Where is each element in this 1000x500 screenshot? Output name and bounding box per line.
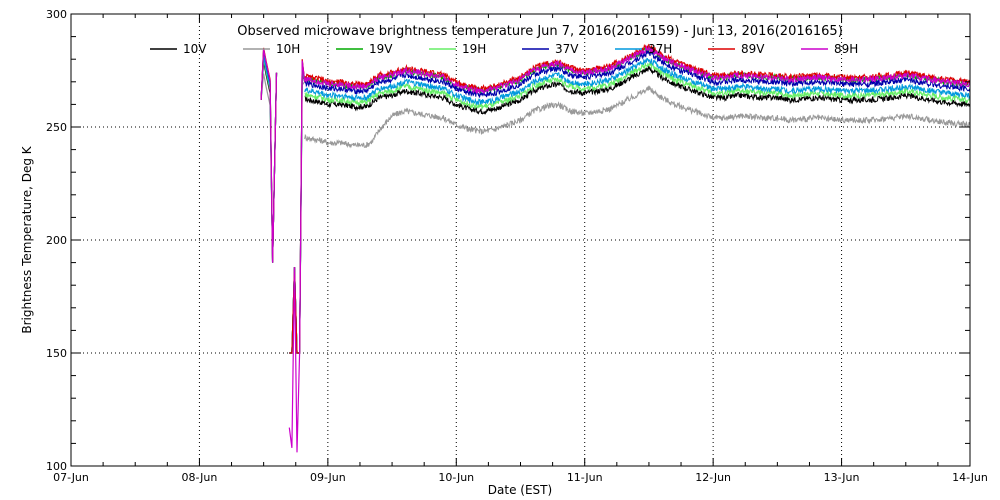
- y-tick-label: 200: [46, 234, 67, 247]
- series-37H-trace: [304, 58, 971, 106]
- x-tick-label: 08-Jun: [182, 471, 218, 484]
- series-89H-dropout-1: [260, 49, 278, 263]
- legend-label-89H: 89H: [834, 42, 858, 56]
- gridlines: [71, 14, 970, 466]
- y-tick-label: 100: [46, 460, 67, 473]
- series-89H-trace: [304, 45, 971, 95]
- series-89V-dropout-2: [289, 59, 306, 354]
- axis-ticks: 07-Jun 08-Jun 09-Jun 10-Jun 11-Jun 12-Jun 13-J…: [46, 8, 988, 484]
- legend-label-10V: 10V: [183, 42, 207, 56]
- legend-label-89V: 89V: [741, 42, 765, 56]
- series-89H: [260, 45, 971, 453]
- x-tick-label: 10-Jun: [438, 471, 474, 484]
- legend-label-19V: 19V: [369, 42, 393, 56]
- series-37V-trace: [304, 48, 971, 98]
- x-tick-label: 11-Jun: [567, 471, 603, 484]
- legend-label-37H: 37H: [648, 42, 672, 56]
- x-axis-title: Date (EST): [488, 483, 552, 497]
- legend: 10V 10H 19V 19H 37V 37H 89V 89H: [150, 42, 858, 56]
- series-19H-trace: [304, 61, 971, 110]
- x-tick-label: 09-Jun: [310, 471, 346, 484]
- series-89H-dropout-2: [288, 60, 306, 453]
- y-tick-label: 150: [46, 347, 67, 360]
- x-tick-label: 14-Jun: [952, 471, 988, 484]
- data-series: [260, 43, 971, 453]
- legend-label-37V: 37V: [555, 42, 579, 56]
- legend-label-19H: 19H: [462, 42, 486, 56]
- y-tick-label: 250: [46, 121, 67, 134]
- series-10H-trace: [304, 85, 971, 149]
- x-tick-label: 12-Jun: [695, 471, 731, 484]
- y-tick-label: 300: [46, 8, 67, 21]
- x-tick-label: 07-Jun: [53, 471, 89, 484]
- x-tick-label: 13-Jun: [824, 471, 860, 484]
- y-axis-title: Brightness Temperature, Deg K: [20, 145, 34, 333]
- chart-title: Observed microwave brightness temperatur…: [237, 24, 843, 39]
- legend-label-10H: 10H: [276, 42, 300, 56]
